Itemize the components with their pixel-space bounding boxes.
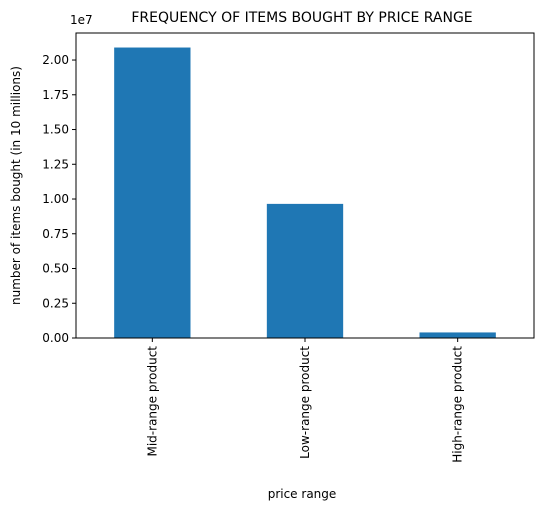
y-tick-label: 0.00 (42, 331, 69, 345)
y-tick-label: 1.50 (42, 123, 69, 137)
x-tick-label: Low-range product (298, 346, 312, 459)
bar (266, 203, 344, 338)
y-axis-label: number of items bought (in 10 millions) (9, 66, 23, 305)
bar (114, 47, 191, 339)
y-tick-label: 1.00 (42, 192, 69, 206)
chart-title: FREQUENCY OF ITEMS BOUGHT BY PRICE RANGE (131, 10, 472, 26)
x-axis-label: price range (268, 487, 337, 501)
y-tick-label: 2.00 (42, 53, 69, 67)
plot-area: 0.00 0.25 0.50 0.75 1.00 1.25 1.50 1.75 2.00 Mid-… (42, 32, 535, 463)
y-tick-label: 0.50 (42, 262, 69, 276)
x-tick-label: High-range product (451, 346, 465, 463)
x-tick-label: Mid-range product (145, 346, 159, 457)
y-axis-offset-label: 1e7 (70, 13, 93, 27)
y-tick-label: 0.75 (42, 227, 69, 241)
y-tick-label: 0.25 (42, 296, 69, 310)
y-tick-label: 1.75 (42, 88, 69, 102)
bar (419, 332, 496, 338)
y-tick-label: 1.25 (42, 157, 69, 171)
